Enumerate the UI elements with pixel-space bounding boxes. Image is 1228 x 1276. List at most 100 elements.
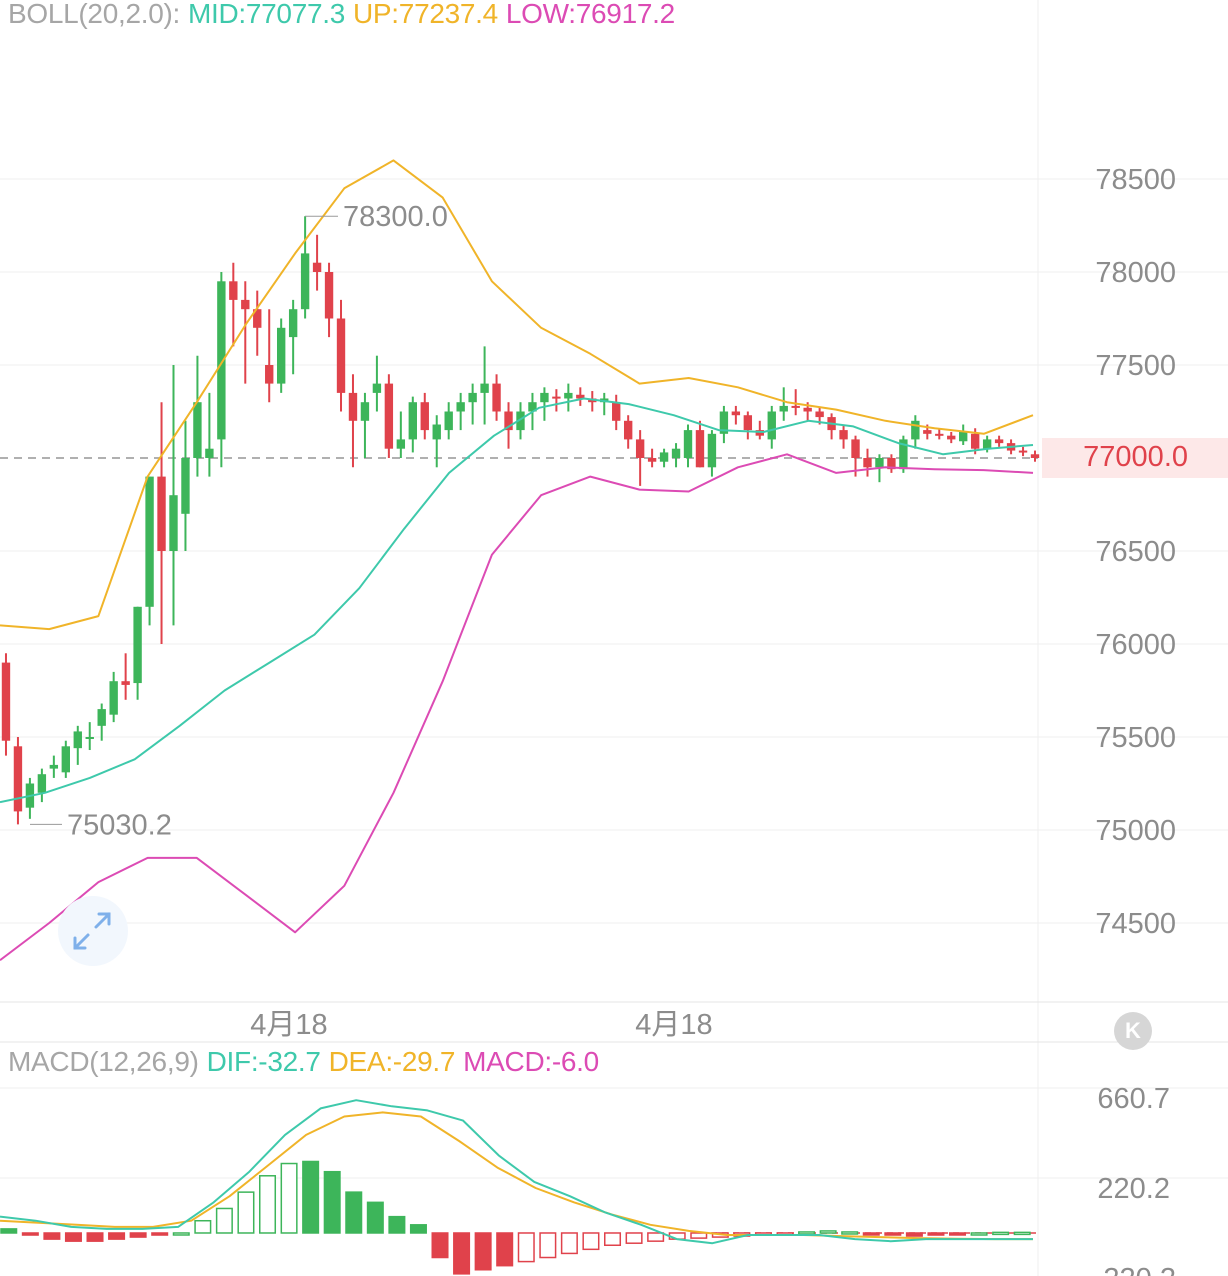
candle-body-47 <box>564 392 573 399</box>
time-label-1: 4月18 <box>635 1009 712 1041</box>
macd-bar-38 <box>819 1230 837 1234</box>
candle-body-53 <box>635 439 645 458</box>
candle-body-86 <box>1030 454 1040 458</box>
candle-body-31 <box>372 383 382 393</box>
candle-body-46 <box>552 396 561 399</box>
candle-body-1 <box>13 746 23 812</box>
macd-bar-18 <box>388 1215 406 1234</box>
candle-body-17 <box>205 448 214 458</box>
candle-body-18 <box>217 281 226 440</box>
boll-legend-name: BOLL(20,2.0): <box>8 0 180 29</box>
candle-body-7 <box>85 737 94 739</box>
macd-tick-2: -220.2 <box>1094 1263 1176 1276</box>
macd-bar-19 <box>409 1224 427 1234</box>
candle-body-44 <box>528 402 537 412</box>
candle-body-0 <box>1 662 11 741</box>
macd-bar-24 <box>517 1232 535 1263</box>
boll-up-value: UP:77237.4 <box>353 0 498 29</box>
candle-body-72 <box>863 458 872 468</box>
candle-body-68 <box>815 411 824 418</box>
candle-body-85 <box>1018 450 1028 453</box>
macd-bar-29 <box>625 1232 643 1244</box>
macd-bar-6 <box>129 1232 147 1238</box>
macd-bar-37 <box>798 1231 816 1235</box>
macd-bar-27 <box>582 1232 600 1251</box>
macd-bar-40 <box>862 1232 880 1236</box>
candle-body-51 <box>612 402 621 421</box>
macd-bar-42 <box>905 1232 923 1237</box>
low-annotation: 75030.2 <box>67 809 172 841</box>
price-tick-76500: 76500 <box>1095 536 1176 568</box>
candle-body-60 <box>719 411 729 434</box>
macd-bar-0 <box>0 1228 18 1234</box>
macd-dea-line <box>0 1111 1033 1241</box>
candle-body-65 <box>779 405 788 412</box>
candle-body-54 <box>647 458 657 462</box>
candle-body-13 <box>157 476 166 551</box>
price-tick-75000: 75000 <box>1095 815 1176 847</box>
candle-body-8 <box>97 709 106 726</box>
macd-macd-value: MACD:-6.0 <box>463 1046 599 1077</box>
candle-body-67 <box>803 407 812 412</box>
candle-body-20 <box>241 299 250 310</box>
candle-body-5 <box>61 746 70 773</box>
candle-body-16 <box>193 402 202 458</box>
candle-body-48 <box>576 394 585 399</box>
candle-body-15 <box>181 458 190 514</box>
candle-body-80 <box>959 431 968 442</box>
candle-body-25 <box>300 253 310 310</box>
candle-body-73 <box>875 458 884 468</box>
macd-bar-41 <box>884 1232 902 1236</box>
macd-legend: MACD(12,26,9) DIF:-32.7 DEA:-29.7 MACD:-6.0 <box>8 1046 607 1078</box>
k-button[interactable]: K <box>1114 1012 1152 1050</box>
candle-body-77 <box>923 430 932 434</box>
macd-bar-20 <box>431 1232 449 1259</box>
price-tick-78000: 78000 <box>1095 257 1176 289</box>
candle-body-3 <box>37 774 47 793</box>
expand-icon[interactable] <box>58 896 128 966</box>
candle-body-30 <box>360 402 370 421</box>
candle-body-12 <box>145 476 154 607</box>
macd-bar-22 <box>474 1232 492 1271</box>
candle-body-62 <box>743 415 753 431</box>
macd-bar-13 <box>280 1162 298 1234</box>
price-tick-78500: 78500 <box>1095 164 1176 196</box>
macd-bar-7 <box>151 1232 169 1236</box>
macd-bar-44 <box>949 1232 967 1236</box>
candle-body-74 <box>887 458 896 470</box>
candle-body-11 <box>133 606 142 684</box>
candle-body-81 <box>970 433 980 449</box>
price-tick-77500: 77500 <box>1095 350 1176 382</box>
boll-legend: BOLL(20,2.0): MID:77077.3 UP:77237.4 LOW:76… <box>8 0 683 30</box>
candle-body-42 <box>504 411 513 431</box>
candle-body-28 <box>336 318 346 393</box>
macd-bar-46 <box>992 1231 1010 1236</box>
macd-bar-39 <box>841 1231 859 1235</box>
macd-bar-5 <box>108 1232 126 1240</box>
candle-body-33 <box>396 439 406 449</box>
candle-body-19 <box>229 281 238 300</box>
candle-body-59 <box>707 433 717 468</box>
candle-body-23 <box>276 327 286 384</box>
candle-body-6 <box>73 731 82 749</box>
candle-body-56 <box>671 448 681 458</box>
candle-body-64 <box>767 411 776 440</box>
candle-body-58 <box>695 430 705 468</box>
candle-body-29 <box>348 392 358 421</box>
candle-body-66 <box>791 405 800 408</box>
candle-body-79 <box>947 435 956 440</box>
macd-bar-26 <box>560 1232 578 1255</box>
macd-bar-25 <box>539 1232 557 1259</box>
candle-body-75 <box>899 439 908 470</box>
macd-dea-value: DEA:-29.7 <box>328 1046 456 1077</box>
candle-body-45 <box>540 392 549 403</box>
boll-mid-line <box>0 397 1034 804</box>
expand-arrows-icon <box>73 912 111 950</box>
candle-body-34 <box>408 402 417 440</box>
macd-bar-15 <box>323 1170 341 1234</box>
candle-body-36 <box>432 424 441 440</box>
macd-bar-16 <box>345 1191 363 1234</box>
candle-body-22 <box>265 365 274 384</box>
macd-bar-2 <box>43 1232 61 1240</box>
